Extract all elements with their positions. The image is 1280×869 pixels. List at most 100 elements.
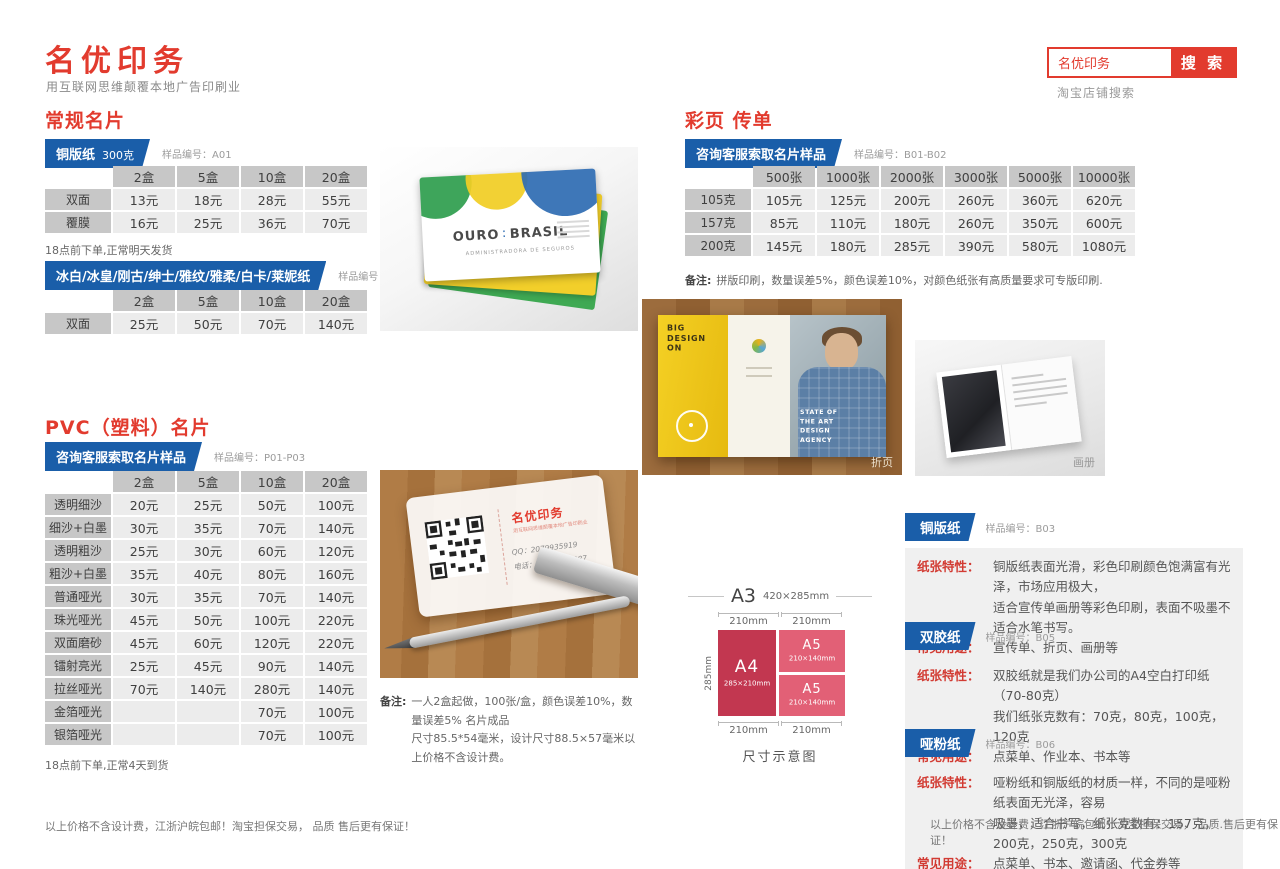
section-title-pvc-cards: PVC（塑料）名片 xyxy=(45,417,211,439)
dimension-label: 210mm xyxy=(718,612,779,627)
price-cell xyxy=(177,724,239,745)
price-cell: 30元 xyxy=(113,517,175,538)
left-dimension-label: 285mm xyxy=(704,655,714,691)
table-header-cell: 5盒 xyxy=(177,290,239,311)
a3-label: A3 xyxy=(730,585,757,607)
row-label-cell: 透明粗沙 xyxy=(45,540,111,561)
table-header-cell xyxy=(45,290,111,311)
paper-name-badge: 哑粉纸 xyxy=(905,729,976,757)
sample-number: 样品编号：B01-B02 xyxy=(854,150,947,161)
price-cell: 390元 xyxy=(945,235,1007,256)
table-header-cell: 5盒 xyxy=(177,166,239,187)
price-cell: 105元 xyxy=(753,189,815,210)
brochure-logo-icon xyxy=(752,339,766,353)
price-cell: 140元 xyxy=(305,517,367,538)
booklet-right-page xyxy=(1001,356,1082,450)
specialty-paper-badge: 冰白/冰皇/刚古/绅士/雅纹/雅柔/白卡/莱妮纸 xyxy=(45,261,326,290)
trifold-caption: 折页 xyxy=(871,456,893,469)
search-button[interactable]: 搜 索 xyxy=(1171,49,1235,76)
a3-dimension-row: A3 420×285mm xyxy=(688,585,873,607)
price-cell xyxy=(177,701,239,722)
price-cell: 16元 xyxy=(113,212,175,233)
row-label-cell: 双面 xyxy=(45,189,111,210)
table-header-cell: 2000张 xyxy=(881,166,943,187)
row-label-cell: 105克 xyxy=(685,189,751,210)
a4-block: A4 285×210mm xyxy=(718,630,776,716)
feature-text: 双胶纸就是我们办公司的A4空白打印纸（70-80克） 我们纸张克数有：70克，80… xyxy=(993,668,1224,744)
price-cell: 25元 xyxy=(113,540,175,561)
top-dimension-row: 210mm 210mm xyxy=(718,612,842,627)
coated-paper-badge-row: 铜版纸 300克 样品编号：A01 xyxy=(45,139,232,168)
row-label-cell: 双面磨砂 xyxy=(45,632,111,653)
badge-weight: 300克 xyxy=(102,149,135,162)
flyer-sample-badge: 咨询客服索取名片样品 xyxy=(685,139,842,168)
sample-number: 样品编号：B03 xyxy=(985,523,1056,535)
price-cell: 580元 xyxy=(1009,235,1071,256)
table-header-cell: 10盒 xyxy=(241,471,303,492)
size-blocks: 285mm A4 285×210mm A5 210×140mm A5 210×1… xyxy=(704,630,846,716)
price-table-flyers: 500张 1000张 2000张 3000张 5000张 10000张 105克 105元 12… xyxy=(683,164,1137,258)
card-address-lines xyxy=(556,217,590,242)
text-bar xyxy=(746,367,772,369)
feature-label: 纸张特性： xyxy=(917,559,980,574)
price-cell: 100元 xyxy=(305,701,367,722)
paper-size-diagram: A3 420×285mm 210mm 210mm 285mm A4 285×21… xyxy=(688,585,873,765)
price-cell: 200元 xyxy=(881,189,943,210)
price-cell: 285元 xyxy=(881,235,943,256)
price-cell: 140元 xyxy=(305,655,367,676)
shop-tagline: 用互联网思维颠覆本地广告印刷业 xyxy=(46,80,242,94)
lightbulb-sketch-icon xyxy=(676,410,708,442)
price-table-pvc: 2盒 5盒 10盒 20盒 透明细沙 20元 25元 50元 100元 细沙+白墨 30元 35元 70… xyxy=(43,469,369,747)
price-cell: 50元 xyxy=(177,313,239,334)
row-label-cell: 透明细沙 xyxy=(45,494,111,515)
man-face-graphic xyxy=(825,333,858,370)
table-header-cell: 5000张 xyxy=(1009,166,1071,187)
price-cell: 45元 xyxy=(113,609,175,630)
price-cell: 80元 xyxy=(241,563,303,584)
price-cell: 60元 xyxy=(241,540,303,561)
price-cell: 35元 xyxy=(177,517,239,538)
table-header-cell: 2盒 xyxy=(113,471,175,492)
table-header-cell: 3000张 xyxy=(945,166,1007,187)
table-header-cell xyxy=(45,166,111,187)
usage-label: 常见用途： xyxy=(917,856,980,869)
price-cell: 30元 xyxy=(113,586,175,607)
dimension-label: 210mm xyxy=(781,612,842,627)
price-cell: 28元 xyxy=(241,189,303,210)
price-cell: 25元 xyxy=(113,313,175,334)
price-cell: 70元 xyxy=(241,313,303,334)
price-cell: 50元 xyxy=(241,494,303,515)
price-cell: 120元 xyxy=(241,632,303,653)
trifold-brochure-photo: BIG DESIGN ON STATE OF THE ART DESIGN AG… xyxy=(642,299,902,475)
table-header-cell: 2盒 xyxy=(113,290,175,311)
price-table-coated-paper: 2盒 5盒 10盒 20盒 双面 13元 18元 28元 55元 覆膜 16元 25元 36元 70元 xyxy=(43,164,369,235)
table-header-cell: 10盒 xyxy=(241,290,303,311)
price-cell: 45元 xyxy=(177,655,239,676)
text-bar xyxy=(1014,401,1048,408)
table-header-cell: 20盒 xyxy=(305,290,367,311)
row-label-cell: 普通哑光 xyxy=(45,586,111,607)
price-cell: 60元 xyxy=(177,632,239,653)
price-cell: 70元 xyxy=(241,701,303,722)
price-cell: 40元 xyxy=(177,563,239,584)
price-cell: 85元 xyxy=(753,212,815,233)
price-cell: 100元 xyxy=(305,494,367,515)
price-cell: 50元 xyxy=(177,609,239,630)
dimension-label: 210mm xyxy=(718,721,779,736)
sample-number: 样品编号：P01-P03 xyxy=(214,453,306,464)
feature-label: 纸张特性： xyxy=(917,668,980,683)
badge-label: 冰白/冰皇/刚古/绅士/雅纹/雅柔/白卡/莱妮纸 xyxy=(56,270,311,285)
price-cell: 220元 xyxy=(305,632,367,653)
trifold-panel-text: BIG DESIGN ON xyxy=(667,324,706,353)
trifold-photo-text: STATE OF THE ART DESIGN AGENCY xyxy=(800,409,838,444)
search-input[interactable] xyxy=(1049,49,1171,76)
price-cell: 140元 xyxy=(177,678,239,699)
price-cell: 36元 xyxy=(241,212,303,233)
remark-text: 拼版印刷，数量误差5%，颜色误差10%，对颜色纸张有高质量要求可专版印刷. xyxy=(716,274,1103,287)
trifold-brochure: BIG DESIGN ON STATE OF THE ART DESIGN AG… xyxy=(658,315,886,457)
price-cell: 30元 xyxy=(177,540,239,561)
booklet-photo-block xyxy=(941,370,1006,453)
price-cell: 55元 xyxy=(305,189,367,210)
text-bar xyxy=(746,375,772,377)
price-cell: 70元 xyxy=(241,724,303,745)
